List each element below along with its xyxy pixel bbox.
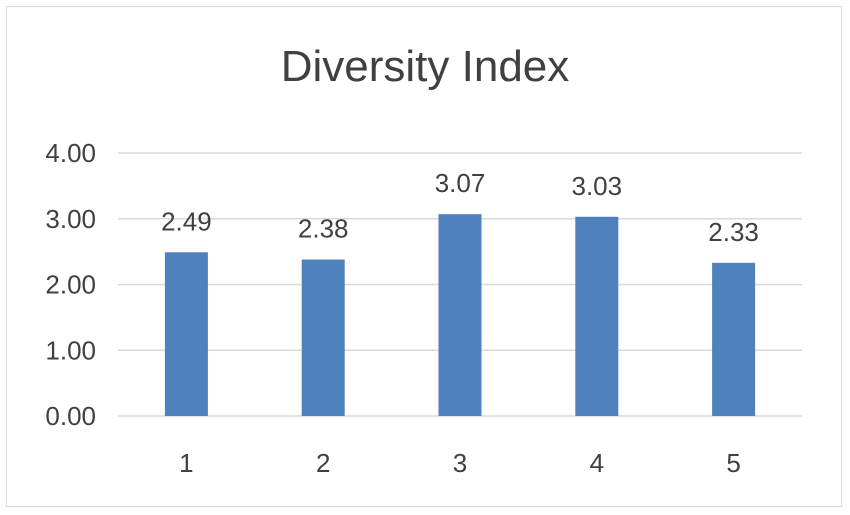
bar xyxy=(164,252,208,416)
chart-frame xyxy=(6,6,842,507)
y-tick-label: 0.00 xyxy=(45,401,96,431)
data-labels: 2.49 2.38 3.07 3.03 2.33 xyxy=(161,168,759,247)
bars xyxy=(164,214,756,416)
x-tick-label: 2 xyxy=(316,448,330,478)
data-label: 2.33 xyxy=(708,217,759,247)
bar xyxy=(712,262,756,416)
data-label: 2.49 xyxy=(161,206,212,236)
x-tick-label: 5 xyxy=(726,448,740,478)
chart-title: Diversity Index xyxy=(280,42,570,91)
y-tick-label: 4.00 xyxy=(45,138,96,168)
y-axis-ticks: 0.00 1.00 2.00 3.00 4.00 xyxy=(45,138,96,431)
y-tick-label: 2.00 xyxy=(45,270,96,300)
x-tick-label: 3 xyxy=(453,448,467,478)
x-axis-ticks: 1 2 3 4 5 xyxy=(179,448,741,478)
x-tick-label: 1 xyxy=(179,448,193,478)
data-label: 2.38 xyxy=(298,214,349,244)
y-tick-label: 3.00 xyxy=(45,204,96,234)
data-label: 3.07 xyxy=(435,168,486,198)
bar xyxy=(575,216,619,416)
x-tick-label: 4 xyxy=(590,448,604,478)
y-tick-label: 1.00 xyxy=(45,335,96,365)
data-label: 3.03 xyxy=(571,171,622,201)
bar xyxy=(438,214,482,416)
bar xyxy=(301,259,345,416)
